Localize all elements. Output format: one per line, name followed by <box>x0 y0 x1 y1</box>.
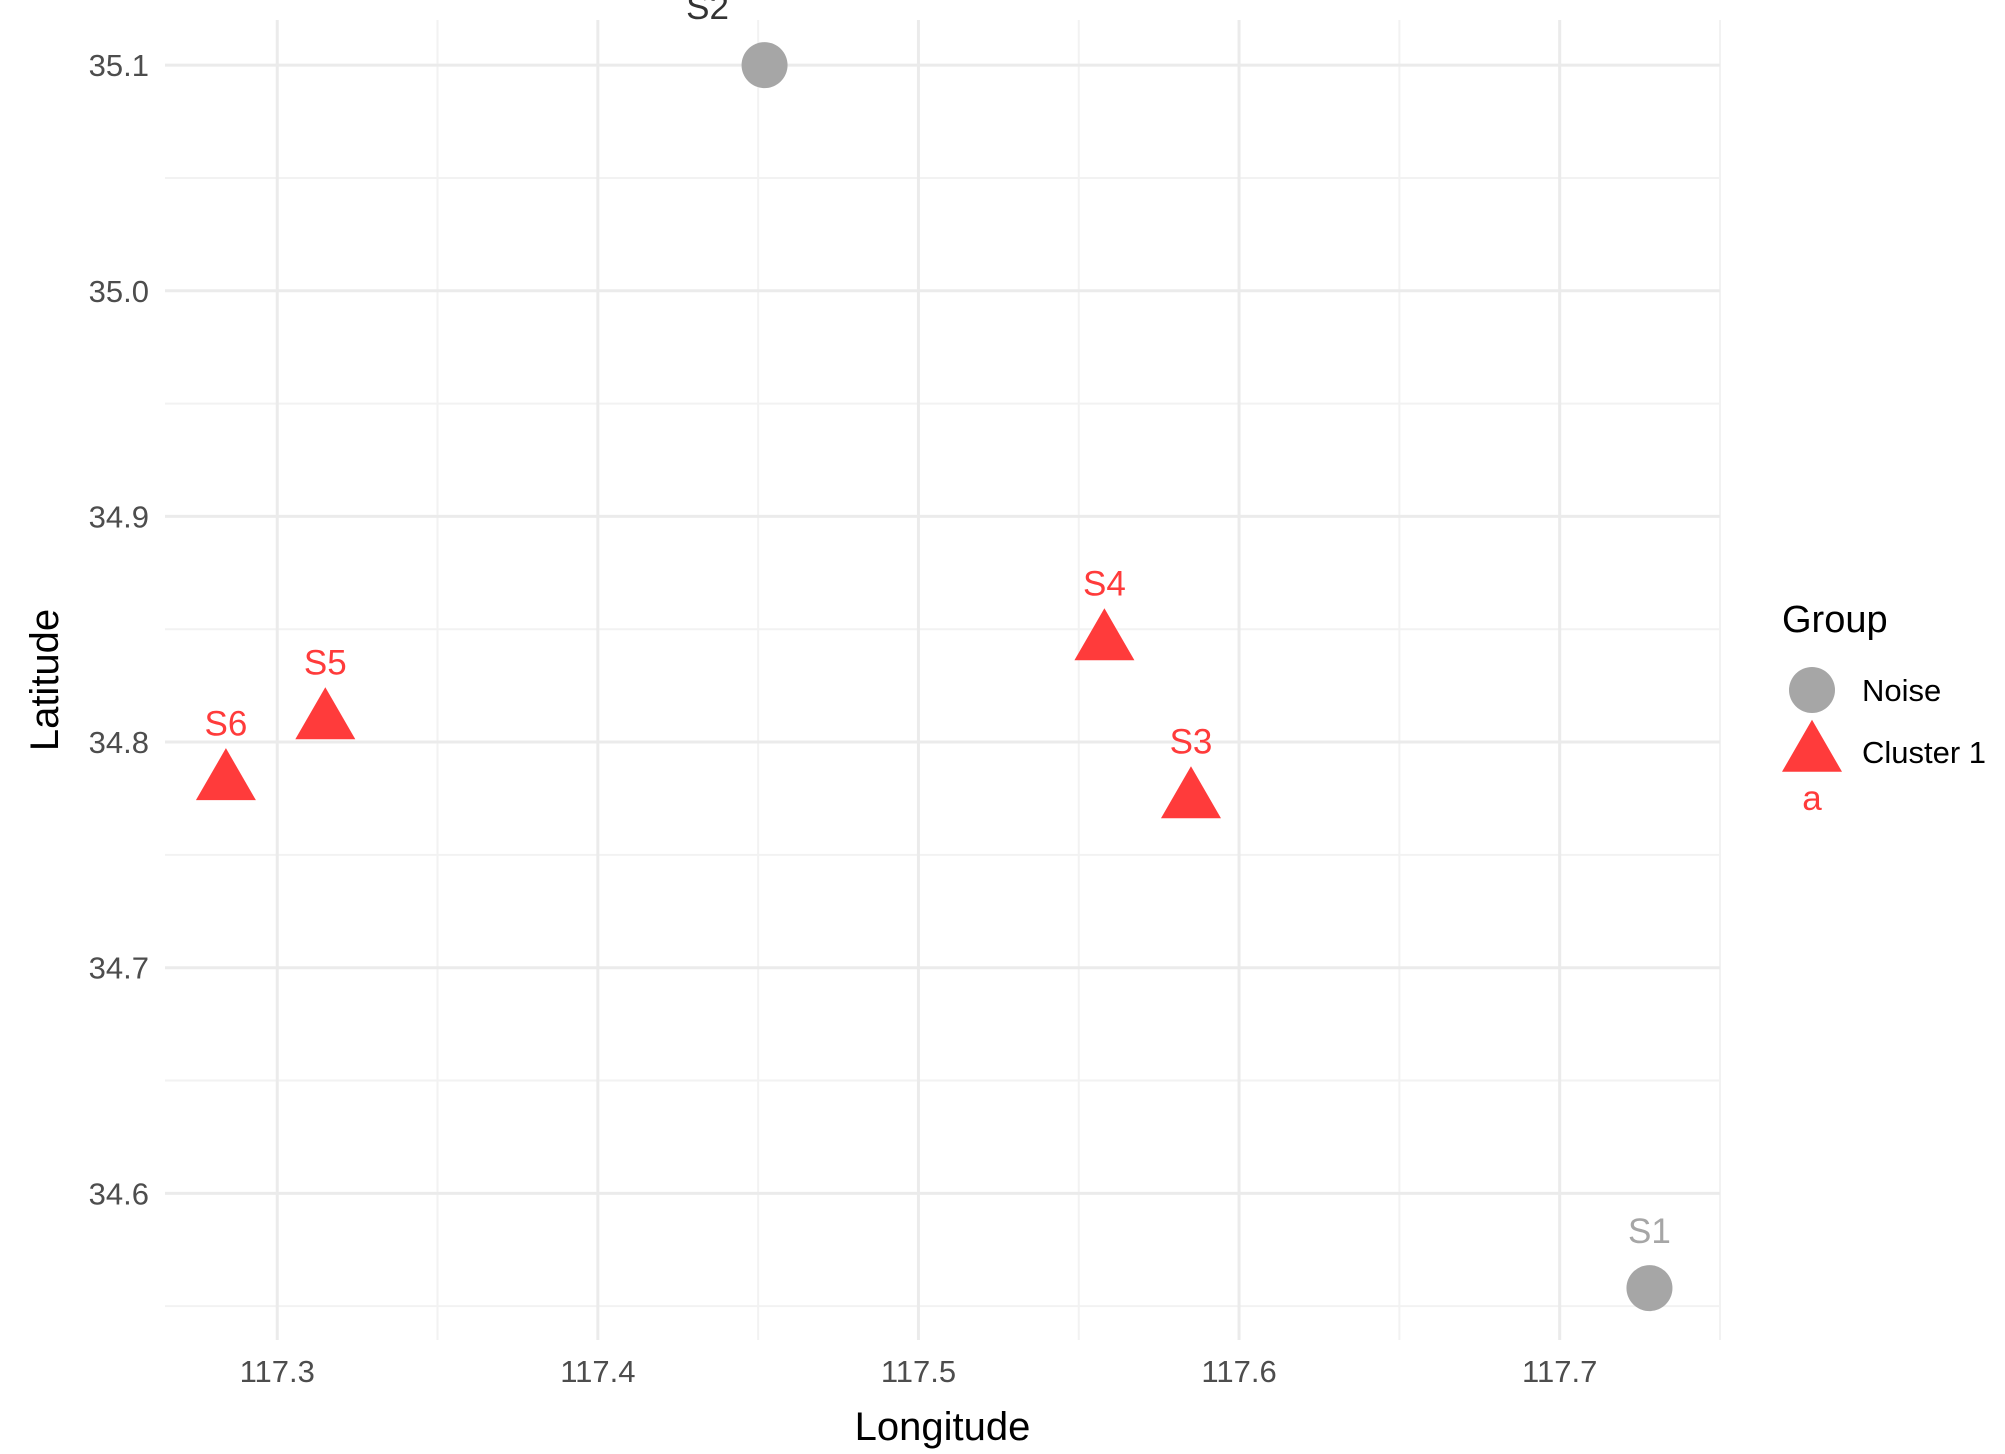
x-axis-tick-labels: 117.3 117.4 117.5 117.6 117.7 <box>240 1354 1598 1389</box>
legend-label: Cluster 1 <box>1862 735 1986 770</box>
x-axis-title: Longitude <box>855 1405 1031 1449</box>
noise-point-s2 <box>741 42 788 89</box>
x-tick-label: 117.7 <box>1522 1354 1597 1389</box>
cluster-point-s6 <box>195 748 256 801</box>
y-tick-label: 34.7 <box>89 951 149 986</box>
minor-gridlines <box>165 20 1721 1340</box>
y-tick-label: 34.8 <box>89 725 149 760</box>
point-label-s3: S3 <box>1170 722 1213 761</box>
legend-key-text: a <box>1802 779 1822 818</box>
x-tick-label: 117.4 <box>560 1354 635 1389</box>
y-tick-label: 35.0 <box>89 274 149 309</box>
y-axis-tick-labels: 34.6 34.7 34.8 34.9 35.0 35.1 <box>89 48 149 1211</box>
y-tick-label: 34.9 <box>89 499 149 534</box>
legend-title: Group <box>1782 599 1888 641</box>
major-gridlines <box>165 20 1720 1340</box>
y-tick-label: 35.1 <box>89 48 149 83</box>
data-points <box>195 42 1673 1312</box>
legend: Group Noise a Cluster 1 <box>1782 599 1986 818</box>
cluster-point-s3 <box>1160 766 1221 819</box>
point-label-s2: S2 <box>686 0 729 27</box>
point-label-s4: S4 <box>1083 565 1126 604</box>
legend-key-cluster <box>1782 719 1842 772</box>
noise-point-s1 <box>1626 1265 1673 1312</box>
legend-label: Noise <box>1862 673 1941 708</box>
y-axis-title: Latitude <box>23 609 67 751</box>
legend-key-noise <box>1789 667 1835 713</box>
y-tick-label: 34.6 <box>89 1176 149 1211</box>
data-point-labels: S1 S2 S3 S4 S5 S6 <box>205 0 1671 1251</box>
point-label-s5: S5 <box>304 643 347 682</box>
point-label-s1: S1 <box>1628 1212 1671 1251</box>
cluster-point-s4 <box>1074 608 1135 661</box>
x-tick-label: 117.5 <box>881 1354 956 1389</box>
x-tick-label: 117.6 <box>1201 1354 1276 1389</box>
x-tick-label: 117.3 <box>240 1354 315 1389</box>
point-label-s6: S6 <box>205 704 248 743</box>
cluster-point-s5 <box>295 687 356 740</box>
legend-entries: Noise a Cluster 1 <box>1782 667 1986 818</box>
